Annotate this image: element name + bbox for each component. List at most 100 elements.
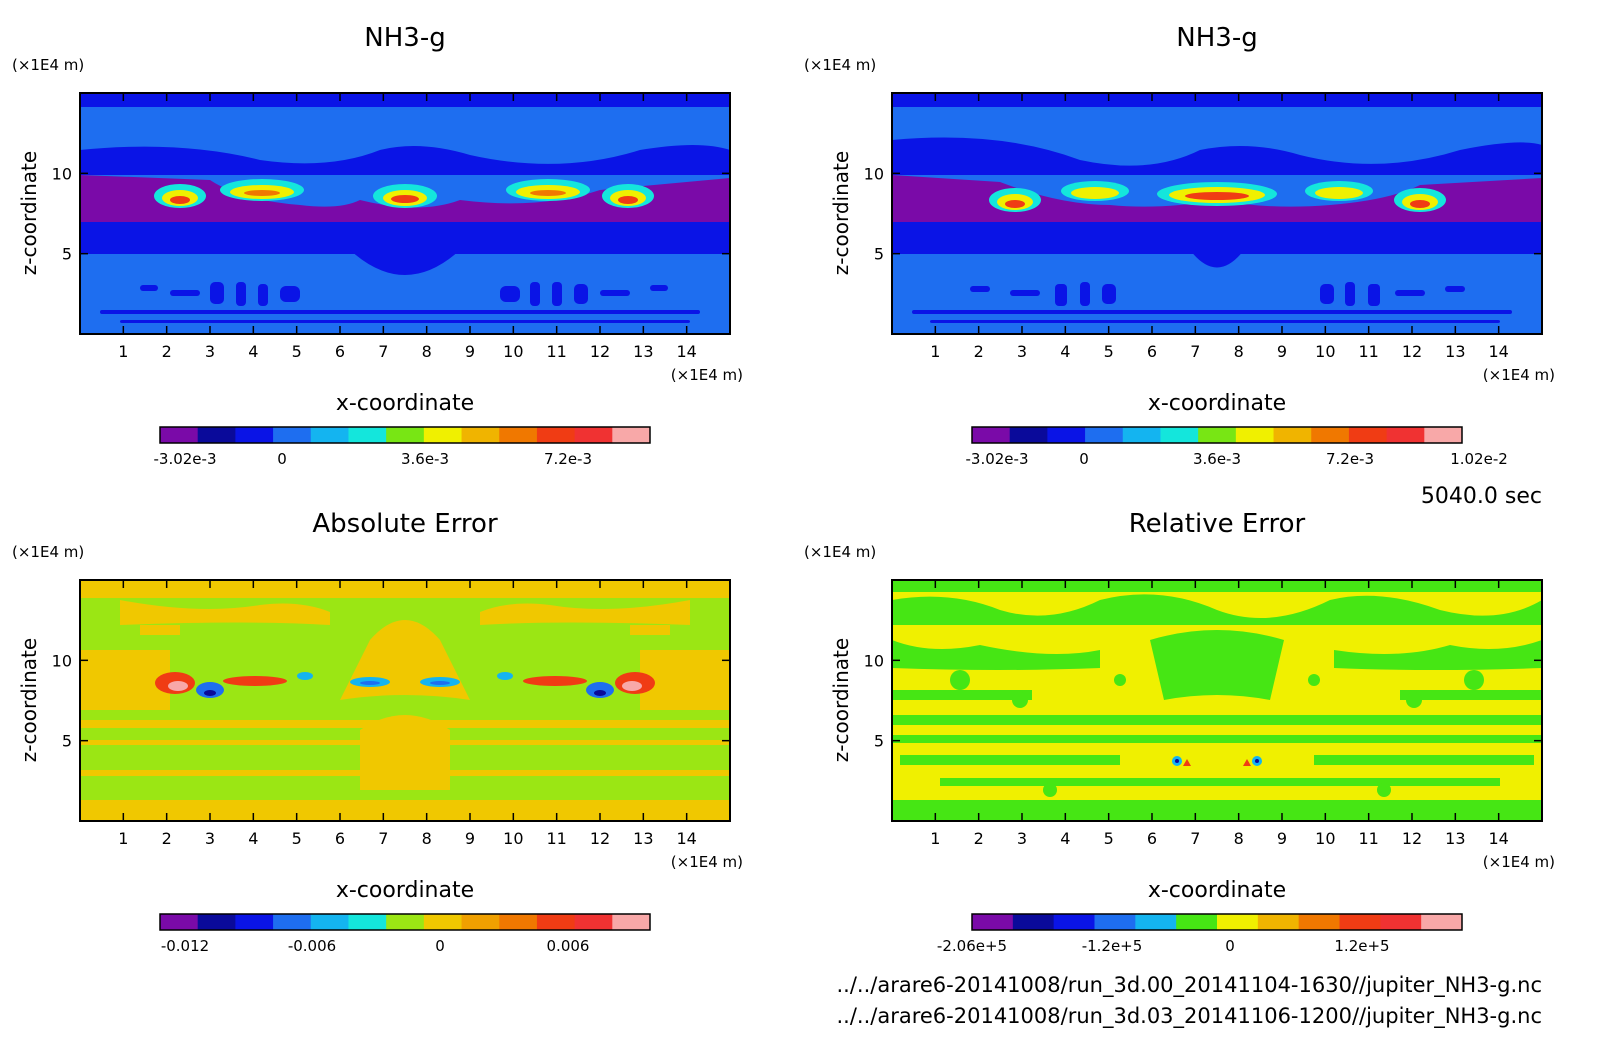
x-tick-label: 13 bbox=[1445, 829, 1465, 848]
colorbar-swatch bbox=[972, 914, 1014, 930]
plot-frame bbox=[891, 579, 1543, 822]
colorbar-tick-label: 0 bbox=[277, 450, 287, 468]
colorbar-swatch bbox=[536, 427, 576, 443]
x-axis-label: x-coordinate bbox=[1148, 391, 1286, 416]
colorbar-swatch bbox=[197, 914, 236, 930]
colorbar-swatch bbox=[1122, 427, 1161, 443]
x-tick-labels: 1 2 3 4 5 6 7 8 9 10 11 12 13 14 bbox=[118, 580, 697, 848]
colorbar-swatch bbox=[1094, 914, 1136, 930]
x-tick-label: 8 bbox=[422, 829, 432, 848]
x-tick-label: 8 bbox=[422, 342, 432, 361]
colorbar-tick-label: -1.2e+5 bbox=[1082, 937, 1143, 955]
x-tick-label: 7 bbox=[378, 829, 388, 848]
colorbar-swatch bbox=[1348, 427, 1388, 443]
x-unit-label: (×1E4 m) bbox=[671, 853, 743, 871]
x-tick-label: 5 bbox=[292, 829, 302, 848]
panel-title: Relative Error bbox=[1129, 509, 1306, 539]
y-tick-labels: 5 10 bbox=[864, 164, 1542, 264]
x-tick-label: 10 bbox=[1315, 342, 1335, 361]
x-tick-label: 1 bbox=[118, 342, 128, 361]
x-tick-label: 10 bbox=[503, 829, 523, 848]
time-label: 5040.0 sec bbox=[1421, 484, 1542, 509]
colorbar-tick-label: 1.02e-2 bbox=[1450, 450, 1508, 468]
colorbar-swatch bbox=[348, 914, 387, 930]
y-axis-label: z-coordinate bbox=[829, 638, 853, 762]
x-tick-label: 11 bbox=[546, 342, 566, 361]
x-tick-label: 13 bbox=[633, 829, 653, 848]
x-tick-label: 1 bbox=[930, 342, 940, 361]
y-tick-label: 10 bbox=[52, 164, 72, 183]
panel-relative-error: Relative Error (×1E4 m) bbox=[804, 509, 1555, 955]
colorbar: -3.02e-3 0 3.6e-3 7.2e-3 1.02e-2 bbox=[966, 426, 1508, 468]
x-unit-label: (×1E4 m) bbox=[671, 366, 743, 384]
x-tick-label: 9 bbox=[1277, 342, 1287, 361]
x-tick-label: 1 bbox=[118, 829, 128, 848]
x-tick-label: 4 bbox=[1060, 829, 1070, 848]
colorbar-swatch bbox=[612, 427, 651, 443]
x-tick-labels: 1 2 3 4 5 6 7 8 9 10 11 12 13 14 bbox=[118, 93, 697, 361]
colorbar-swatch bbox=[1085, 427, 1124, 443]
x-tick-label: 13 bbox=[633, 342, 653, 361]
x-tick-label: 12 bbox=[1402, 829, 1422, 848]
x-tick-label: 1 bbox=[930, 829, 940, 848]
x-unit-label: (×1E4 m) bbox=[1483, 853, 1555, 871]
colorbar-swatch bbox=[461, 914, 500, 930]
colorbar-frame bbox=[971, 426, 1463, 444]
x-tick-label: 7 bbox=[378, 342, 388, 361]
x-tick-label: 11 bbox=[1358, 829, 1378, 848]
colorbar-swatch bbox=[160, 427, 199, 443]
colorbar-tick-label: -2.06e+5 bbox=[937, 937, 1007, 955]
y-unit-label: (×1E4 m) bbox=[12, 56, 84, 74]
x-tick-label: 7 bbox=[1190, 829, 1200, 848]
colorbar-frame bbox=[971, 913, 1463, 931]
colorbar-swatch bbox=[197, 427, 236, 443]
colorbar-swatch bbox=[972, 427, 1011, 443]
x-axis-label: x-coordinate bbox=[1148, 878, 1286, 903]
heatmap-field bbox=[80, 93, 730, 334]
colorbar-swatch bbox=[461, 427, 500, 443]
panel-nh3g-left: NH3-g (×1E4 m) bbox=[12, 23, 743, 468]
heatmap-field bbox=[892, 93, 1542, 334]
colorbar-swatch bbox=[1386, 427, 1425, 443]
x-unit-label: (×1E4 m) bbox=[1483, 366, 1555, 384]
x-tick-label: 14 bbox=[676, 829, 696, 848]
x-tick-label: 5 bbox=[1104, 342, 1114, 361]
x-tick-label: 7 bbox=[1190, 342, 1200, 361]
colorbar-tick-label: -0.006 bbox=[288, 937, 336, 955]
x-tick-label: 9 bbox=[1277, 829, 1287, 848]
colorbar-swatch bbox=[1135, 914, 1177, 930]
colorbar-swatch bbox=[1273, 427, 1312, 443]
colorbar: -2.06e+5 -1.2e+5 0 1.2e+5 bbox=[937, 913, 1463, 955]
colorbar-tick-label: 0 bbox=[435, 937, 445, 955]
x-tick-label: 6 bbox=[1147, 829, 1157, 848]
colorbar-tick-label: 7.2e-3 bbox=[1326, 450, 1374, 468]
plot-frame bbox=[79, 579, 731, 822]
colorbar-swatch bbox=[160, 914, 199, 930]
y-unit-label: (×1E4 m) bbox=[804, 543, 876, 561]
x-tick-label: 6 bbox=[1147, 342, 1157, 361]
colorbar-frame bbox=[159, 913, 651, 931]
colorbar-swatch bbox=[499, 914, 538, 930]
colorbar-swatch bbox=[1257, 914, 1300, 930]
x-tick-label: 6 bbox=[335, 342, 345, 361]
colorbar-swatch bbox=[1012, 914, 1055, 930]
x-tick-label: 12 bbox=[590, 829, 610, 848]
colorbar-swatch bbox=[1424, 427, 1463, 443]
colorbar-swatch bbox=[235, 427, 274, 443]
colorbar-swatch bbox=[1421, 914, 1463, 930]
y-tick-label: 5 bbox=[874, 245, 884, 264]
panel-nh3g-right: NH3-g (×1E4 m) bbox=[804, 23, 1555, 468]
colorbar-swatch bbox=[1298, 914, 1340, 930]
colorbar-swatch bbox=[1380, 914, 1422, 930]
panel-title: NH3-g bbox=[1176, 23, 1257, 53]
colorbar-tick-label: 0.006 bbox=[547, 937, 590, 955]
x-tick-label: 12 bbox=[590, 342, 610, 361]
colorbar-swatch bbox=[310, 914, 349, 930]
y-axis-label: z-coordinate bbox=[17, 151, 41, 275]
x-tick-label: 14 bbox=[1488, 829, 1508, 848]
colorbar: -0.012 -0.006 0 0.006 bbox=[159, 913, 651, 955]
plot-frame bbox=[891, 92, 1543, 335]
colorbar-swatch bbox=[1198, 427, 1237, 443]
panel-title: Absolute Error bbox=[312, 509, 498, 539]
